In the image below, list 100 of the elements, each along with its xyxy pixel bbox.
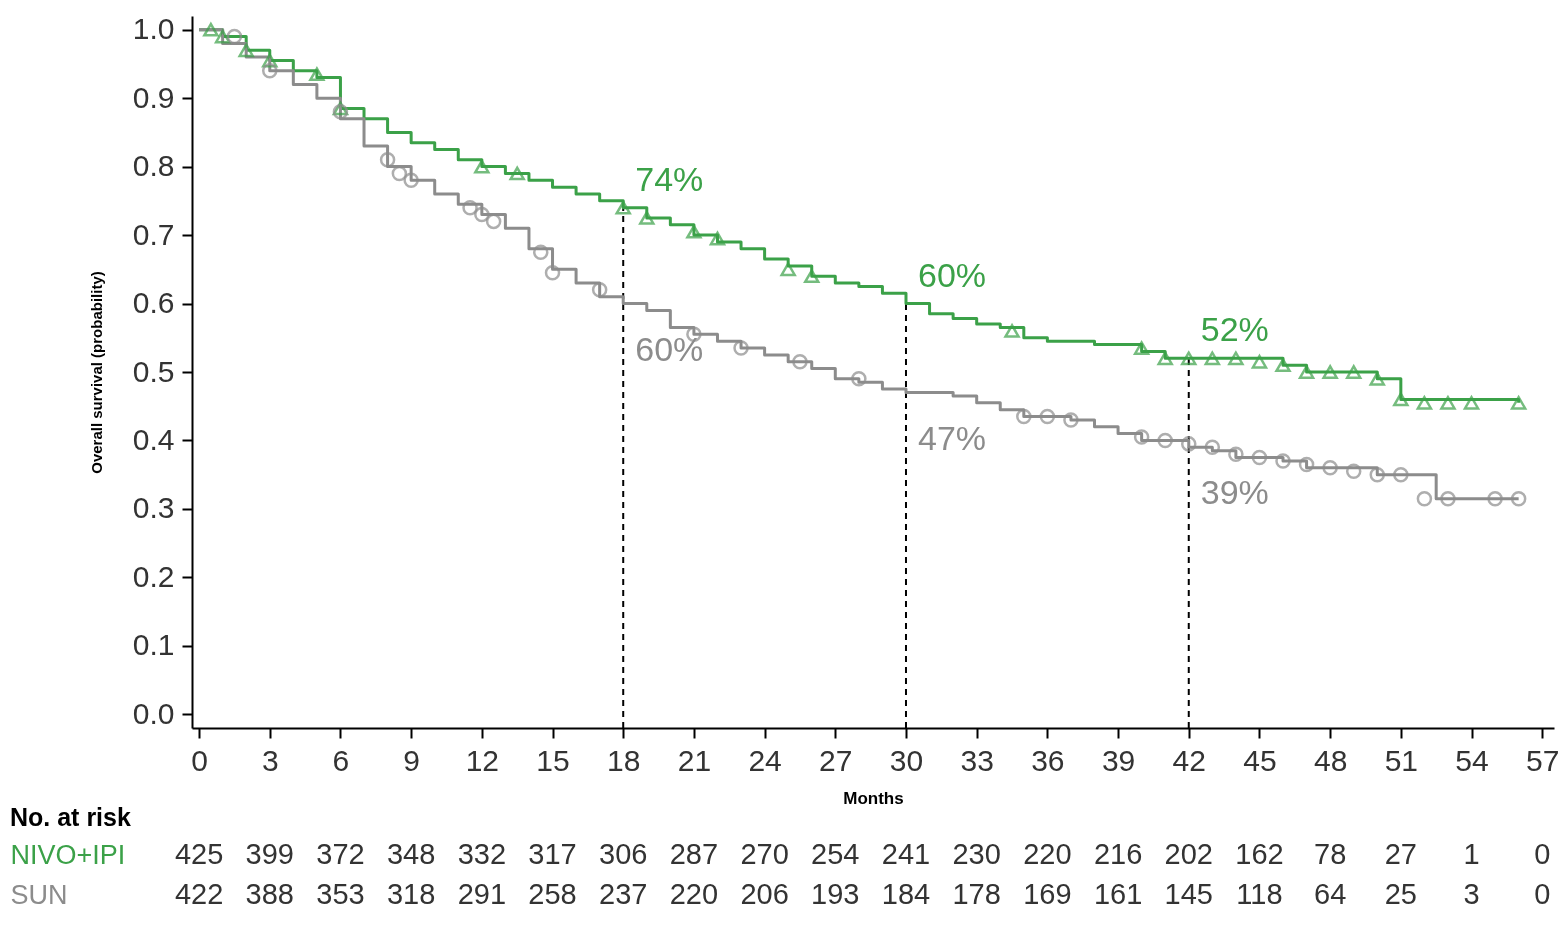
point <box>709 231 726 246</box>
point <box>1251 354 1268 369</box>
x-tick-label: 45 <box>1243 743 1277 777</box>
point <box>1298 456 1315 473</box>
point <box>1180 351 1197 366</box>
x-tick-label: 21 <box>677 743 712 777</box>
point <box>733 340 749 356</box>
y-tick-label: 0.9 <box>132 80 175 114</box>
point <box>686 224 702 239</box>
x-tick-label: 18 <box>607 743 641 777</box>
point <box>1004 324 1020 338</box>
point <box>1228 351 1244 366</box>
point <box>1345 463 1362 480</box>
point <box>1157 351 1173 366</box>
x-tick-label: 39 <box>1101 743 1136 777</box>
point <box>474 159 490 174</box>
point <box>1275 358 1291 373</box>
annotation: 39% <box>1200 473 1269 512</box>
point <box>238 43 254 58</box>
point <box>332 104 349 120</box>
text: 425 399 372 348 332 317 306 287 270 254 241 230 220 216 202 162 78 27 1 0 <box>174 838 1551 870</box>
point <box>203 22 219 37</box>
x-tick-label: 15 <box>536 743 570 777</box>
x-tick-label: 36 <box>1031 743 1065 777</box>
point <box>1016 408 1032 425</box>
x-tick-label: 48 <box>1313 743 1348 777</box>
point <box>1063 412 1079 428</box>
x-tick-label: 0 <box>191 743 208 777</box>
point <box>1345 365 1362 379</box>
point <box>1204 439 1221 456</box>
point <box>1369 371 1386 386</box>
point <box>1251 449 1268 466</box>
point <box>226 28 243 45</box>
y-tick-label: 0.3 <box>132 491 175 525</box>
point <box>462 199 478 216</box>
y-axis-title: Overall survival (probability) <box>87 271 105 474</box>
point <box>639 211 655 225</box>
text: SUN <box>10 879 68 910</box>
x-tick-label: 51 <box>1384 743 1419 777</box>
y-tick-label: 0.0 <box>132 696 175 730</box>
annotation: 60% <box>917 255 987 294</box>
point <box>1228 446 1244 462</box>
annotation: 47% <box>917 418 987 457</box>
point <box>1510 395 1527 410</box>
y-tick-label: 0.8 <box>132 149 175 183</box>
point <box>851 371 867 387</box>
point <box>591 282 608 298</box>
x-axis-title: Months <box>843 788 904 808</box>
point <box>1510 490 1527 507</box>
point <box>1322 460 1338 476</box>
point <box>792 353 808 370</box>
point <box>509 166 525 181</box>
point <box>1393 466 1409 483</box>
point <box>261 63 278 79</box>
point <box>1039 408 1056 425</box>
point <box>1369 466 1386 483</box>
point <box>615 200 631 215</box>
x-tick-label: 24 <box>748 743 782 777</box>
annotation: 52% <box>1200 310 1269 349</box>
y-tick-label: 0.2 <box>132 559 175 593</box>
point <box>780 262 796 277</box>
point <box>532 244 549 260</box>
text: No. at risk <box>10 803 131 831</box>
y-tick-label: 0.4 <box>132 422 175 456</box>
annotation: 74% <box>635 159 704 198</box>
point <box>1133 341 1150 355</box>
point <box>474 206 490 223</box>
point <box>214 29 231 44</box>
point <box>1416 490 1433 507</box>
point <box>1440 490 1456 507</box>
point <box>1487 490 1503 507</box>
x-tick-label: 33 <box>960 743 994 777</box>
y-tick-label: 1.0 <box>132 12 175 46</box>
x-tick-label: 27 <box>819 743 853 777</box>
point <box>1204 351 1221 366</box>
x-tick-label: 57 <box>1526 743 1560 777</box>
y-tick-label: 0.1 <box>132 628 175 662</box>
point <box>309 67 325 82</box>
point <box>1416 395 1433 410</box>
x-tick-label: 42 <box>1172 743 1206 777</box>
point <box>403 172 419 189</box>
point <box>1393 392 1409 407</box>
point <box>1275 453 1291 469</box>
x-tick-label: 6 <box>332 743 350 777</box>
point <box>1133 429 1150 445</box>
x-tick-label: 9 <box>403 743 420 777</box>
x-tick-label: 54 <box>1455 743 1489 777</box>
annotation: 60% <box>635 329 704 368</box>
point <box>1440 395 1456 410</box>
point <box>379 152 396 168</box>
text: 422 388 353 318 291 258 237 220 206 193 184 178 169 161 145 118 64 25 3 0 <box>174 878 1551 910</box>
x-tick-label: 3 <box>261 743 279 777</box>
point <box>1322 365 1338 379</box>
x-tick-label: 30 <box>889 743 924 777</box>
point <box>1298 365 1315 379</box>
x-tick-label: 12 <box>465 743 500 777</box>
y-tick-label: 0.5 <box>132 354 175 388</box>
y-tick-label: 0.6 <box>132 286 175 320</box>
point <box>803 269 820 284</box>
text: NIVO+IPI <box>10 839 126 870</box>
